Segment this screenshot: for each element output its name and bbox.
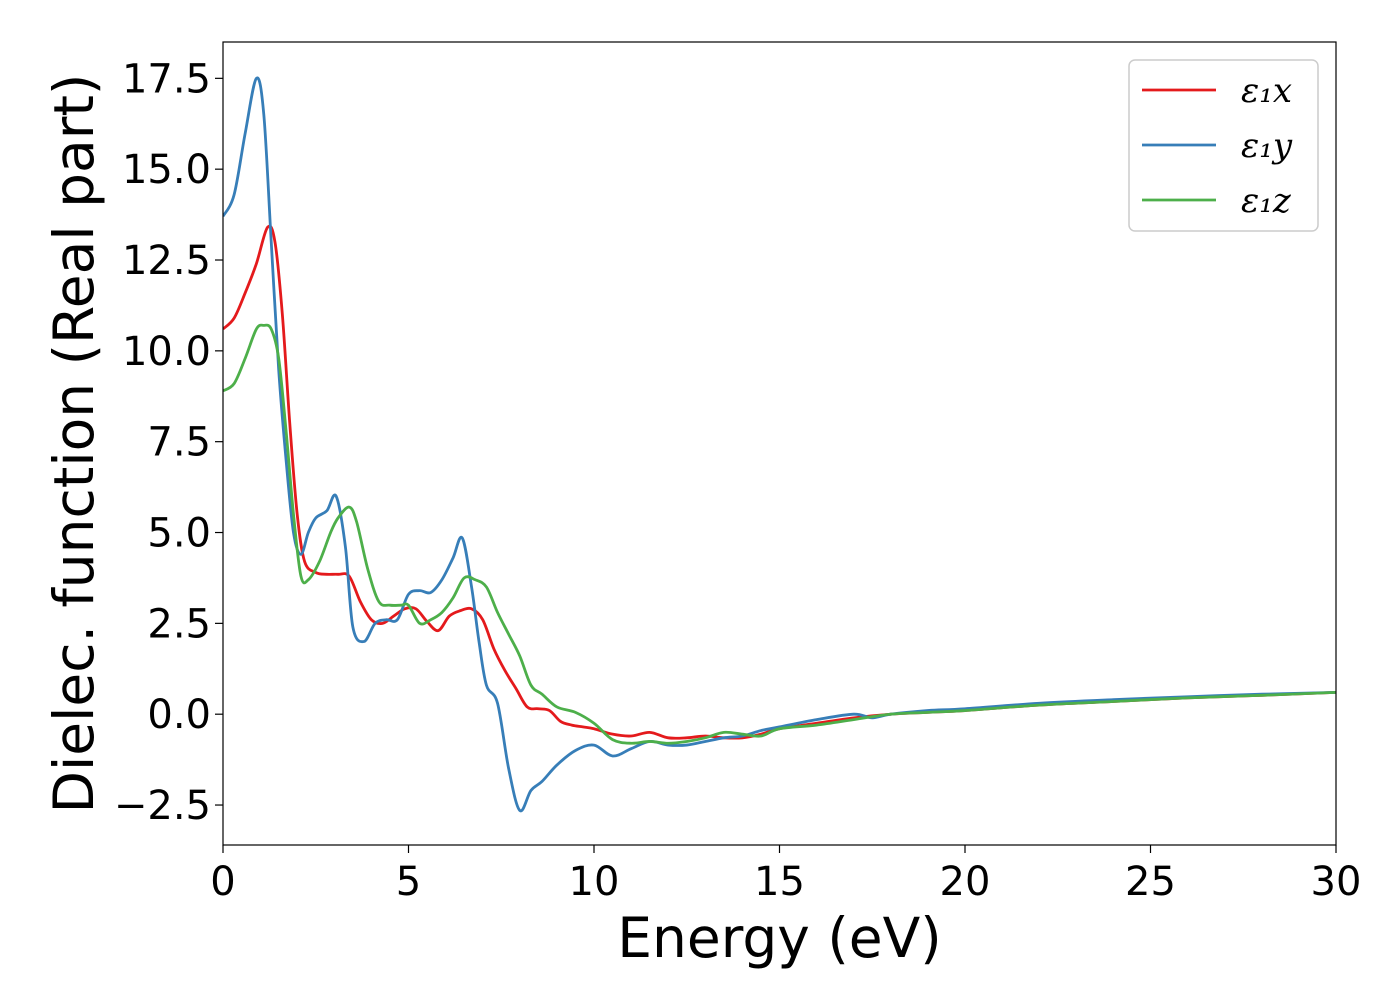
y-tick-label: 15.0 (122, 147, 211, 193)
legend-label: ε₁x (1241, 71, 1292, 111)
y-tick-label: 0.0 (147, 692, 211, 738)
y-tick-label: 12.5 (122, 238, 211, 284)
legend-frame (1128, 59, 1319, 232)
x-tick-label: 0 (210, 859, 235, 905)
legend: ε₁x ε₁y ε₁z (1128, 59, 1319, 232)
x-tick-label: 15 (754, 859, 805, 905)
series-line-1 (223, 76, 1336, 813)
legend-label: ε₁y (1241, 126, 1293, 166)
y-axis-title: Dielec. function (Real part) (42, 74, 106, 814)
legend-label: ε₁z (1241, 181, 1292, 221)
series-layer (223, 76, 1336, 813)
y-tick-label: −2.5 (114, 783, 211, 829)
x-tick-label: 5 (396, 859, 421, 905)
x-tick-label: 30 (1311, 859, 1362, 905)
x-tick-label: 20 (940, 859, 991, 905)
series-line-2 (223, 323, 1336, 745)
y-tick-label: 17.5 (122, 56, 211, 102)
x-tick-label: 25 (1125, 859, 1176, 905)
y-tick-label: 5.0 (147, 511, 211, 557)
x-tick-label: 10 (569, 859, 620, 905)
y-tick-label: 7.5 (147, 420, 211, 466)
y-tick-label: 2.5 (147, 601, 211, 647)
ticks-layer: 0 5 10 15 20 25 30 −2.5 0.0 2.5 5.0 7.5 10.0 12.5 15.0… (114, 56, 1362, 905)
y-tick-label: 10.0 (122, 329, 211, 375)
series-line-0 (223, 224, 1336, 740)
x-axis-title: Energy (eV) (617, 906, 941, 970)
